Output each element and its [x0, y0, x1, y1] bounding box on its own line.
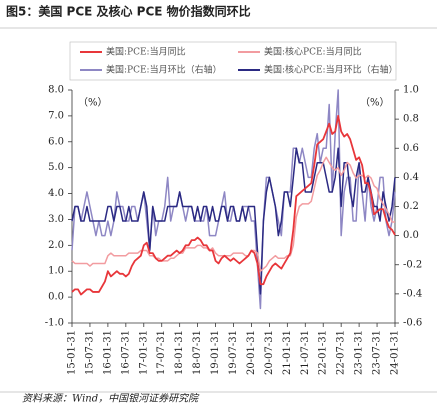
x-tick-label: 20-07-31 [264, 330, 275, 375]
x-tick-label: 24-01-31 [390, 330, 401, 375]
y2-tick-label: 0.0 [403, 230, 419, 241]
x-tick-label: 22-07-31 [336, 330, 347, 375]
chart-title: 图5：美国 PCE 及核心 PCE 物价指数同环比 [6, 4, 251, 19]
x-tick-label: 18-07-31 [192, 330, 203, 375]
x-tick-label: 21-07-31 [300, 330, 311, 375]
x-tick-label: 17-01-31 [138, 330, 149, 375]
series-line [71, 114, 396, 296]
x-tick-label: 16-07-31 [120, 330, 131, 375]
y2-tick-label: 0.2 [403, 201, 419, 212]
y-tick-label: 3.0 [48, 214, 64, 225]
x-tick-label: 19-01-31 [210, 330, 221, 375]
y-tick-label: 4.0 [48, 188, 64, 199]
legend-label: 美国:核心PCE:当月环比（右轴） [264, 64, 398, 76]
y2-tick-label: 0.4 [403, 172, 419, 183]
y2-tick-label: -0.6 [403, 318, 422, 329]
x-tick-label: 18-01-31 [174, 330, 185, 375]
series-line [71, 156, 395, 272]
series-line [71, 89, 396, 310]
y-tick-label: 0.0 [48, 292, 64, 303]
unit-left: （%） [78, 97, 108, 109]
source: 资料来源：Wind，中国银河证券研究院 [22, 393, 200, 405]
y-tick-label: 2.0 [48, 240, 64, 251]
x-tick-label: 15-07-31 [84, 330, 95, 375]
y-tick-label: 1.0 [48, 266, 64, 277]
unit-right: （%） [360, 97, 390, 109]
x-tick-label: 21-01-31 [282, 330, 293, 375]
y2-tick-label: 0.8 [403, 114, 419, 125]
y2-tick-label: 1.0 [403, 85, 419, 96]
x-tick-label: 20-01-31 [246, 330, 257, 375]
x-tick-label: 23-01-31 [354, 330, 365, 375]
x-tick-label: 22-01-31 [318, 330, 329, 375]
x-tick-label: 19-07-31 [228, 330, 239, 375]
x-tick-label: 23-07-31 [372, 330, 383, 375]
x-tick-label: 17-07-31 [156, 330, 167, 375]
y-tick-label: -1.0 [45, 318, 64, 329]
y-tick-label: 6.0 [48, 136, 64, 147]
legend-label: 美国:PCE:当月同比 [106, 46, 186, 58]
x-tick-label: 15-01-31 [67, 330, 78, 375]
legend-label: 美国:PCE:当月环比（右轴） [106, 64, 222, 76]
legend-box [69, 41, 397, 81]
series-line [71, 147, 396, 295]
y2-tick-label: -0.2 [403, 259, 422, 270]
legend-label: 美国:核心PCE:当月同比 [264, 46, 362, 58]
y-tick-label: 5.0 [48, 162, 64, 173]
y2-tick-label: 0.6 [403, 143, 419, 154]
y2-tick-label: -0.4 [403, 288, 422, 299]
y-tick-label: 8.0 [48, 85, 64, 96]
x-tick-label: 16-01-31 [102, 330, 113, 375]
y-tick-label: 7.0 [48, 110, 64, 121]
